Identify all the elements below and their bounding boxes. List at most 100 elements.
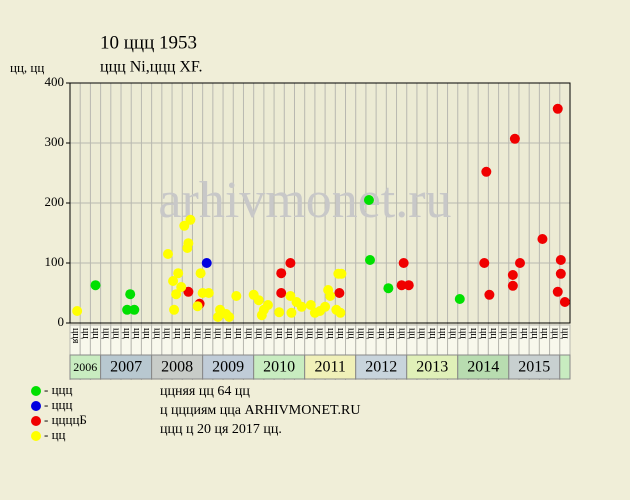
data-point bbox=[335, 307, 346, 318]
year-band bbox=[69, 354, 102, 380]
y-tick-label: 0 bbox=[58, 314, 65, 329]
x-tick-label: цц bbox=[121, 328, 132, 339]
year-band bbox=[304, 354, 357, 380]
data-point bbox=[183, 286, 194, 297]
x-tick-label: цц bbox=[519, 328, 530, 339]
data-point bbox=[224, 312, 235, 322]
x-tick-label: цц bbox=[468, 328, 479, 339]
note: ц ццциям цца ARHIVMONET.RU bbox=[160, 403, 360, 418]
data-point bbox=[334, 288, 345, 298]
data-point bbox=[285, 291, 296, 301]
x-tick-label: цц bbox=[304, 328, 315, 339]
x-tick-label: цц bbox=[447, 328, 458, 339]
data-point bbox=[168, 276, 179, 286]
x-tick-label: цц bbox=[345, 328, 356, 339]
data-point bbox=[555, 255, 566, 265]
year-label: 2008 bbox=[161, 359, 193, 376]
x-tick-label: цц bbox=[396, 328, 407, 339]
data-point bbox=[555, 268, 566, 279]
data-point bbox=[276, 268, 287, 279]
x-tick-label: цц bbox=[141, 328, 152, 339]
legend-label: - ццц bbox=[44, 382, 72, 397]
data-point bbox=[515, 258, 525, 268]
x-tick-label: цц bbox=[264, 328, 275, 339]
y-tick-label: 100 bbox=[45, 254, 65, 269]
x-tick-label: цц bbox=[111, 328, 122, 339]
x-tick-label: цц bbox=[162, 328, 173, 339]
data-point bbox=[176, 282, 187, 292]
watermark: arhivmonet.ru bbox=[158, 172, 451, 229]
data-point bbox=[484, 289, 495, 300]
year-label: 2011 bbox=[315, 359, 346, 376]
x-tick-label: цц bbox=[192, 328, 203, 339]
year-band bbox=[355, 354, 408, 380]
year-label: 2013 bbox=[416, 359, 448, 376]
chart-subtitle: ццц Ni,ццц XF. bbox=[100, 59, 203, 76]
plot-frame bbox=[69, 82, 571, 324]
legend-label: - цц bbox=[44, 427, 66, 442]
year-band bbox=[406, 354, 459, 380]
y-tick-label: 200 bbox=[45, 194, 65, 209]
x-tick-label: цц bbox=[549, 328, 560, 339]
data-point bbox=[72, 306, 83, 316]
x-tick-label: цц bbox=[182, 328, 193, 339]
data-point bbox=[274, 307, 285, 318]
data-point bbox=[552, 103, 563, 114]
data-point bbox=[90, 280, 101, 291]
data-point bbox=[403, 280, 414, 291]
legend-marker bbox=[31, 401, 41, 411]
year-band bbox=[457, 354, 510, 380]
x-tick-label: цц bbox=[172, 328, 183, 339]
note: ццц ц 20 ця 2017 цц. bbox=[160, 422, 282, 437]
data-point bbox=[182, 243, 193, 253]
data-point bbox=[305, 300, 316, 310]
data-point bbox=[336, 268, 347, 279]
x-tick-label: цця bbox=[70, 328, 81, 344]
x-tick-label: цц bbox=[151, 328, 162, 339]
data-point bbox=[253, 295, 264, 306]
data-point bbox=[552, 286, 563, 297]
year-label: 2006 bbox=[73, 360, 97, 374]
x-tick-label: цц bbox=[202, 328, 213, 339]
year-label: 2012 bbox=[365, 359, 397, 376]
data-point bbox=[396, 280, 407, 291]
x-tick-label: цц bbox=[417, 328, 428, 339]
data-point bbox=[276, 288, 287, 298]
x-tick-label: цц bbox=[427, 328, 438, 339]
year-band bbox=[508, 354, 561, 380]
x-tick-label: цц bbox=[539, 328, 550, 339]
data-point bbox=[195, 268, 206, 279]
data-point bbox=[398, 258, 409, 268]
x-tick-label: цц bbox=[356, 328, 367, 339]
x-tick-label: цц bbox=[131, 328, 142, 339]
data-point bbox=[320, 301, 331, 312]
data-point bbox=[507, 280, 518, 291]
x-tick-label: цц bbox=[294, 328, 305, 339]
x-tick-label: цц bbox=[458, 328, 469, 339]
legend-marker bbox=[31, 416, 41, 426]
data-point bbox=[285, 258, 296, 268]
x-tick-label: цц bbox=[509, 328, 520, 339]
x-tick-label: цц bbox=[213, 328, 224, 339]
data-point bbox=[231, 291, 242, 301]
data-point bbox=[559, 297, 570, 307]
x-tick-label: цц bbox=[407, 328, 418, 339]
data-point bbox=[162, 249, 173, 259]
data-point bbox=[454, 294, 465, 304]
x-tick-label: цц bbox=[498, 328, 509, 339]
x-tick-label: цц bbox=[437, 328, 448, 339]
data-point bbox=[325, 291, 336, 301]
data-point bbox=[286, 307, 297, 318]
x-tick-label: цц bbox=[284, 328, 295, 339]
data-point bbox=[256, 310, 267, 321]
x-tick-label: цц bbox=[243, 328, 254, 339]
year-label: 2015 bbox=[518, 359, 550, 376]
data-point bbox=[129, 304, 140, 315]
data-point bbox=[262, 300, 273, 310]
year-band bbox=[151, 354, 204, 380]
data-point bbox=[192, 301, 203, 312]
x-tick-label: цц bbox=[223, 328, 234, 339]
note: ццняя цц 64 цц bbox=[160, 384, 250, 399]
data-point bbox=[537, 234, 548, 244]
